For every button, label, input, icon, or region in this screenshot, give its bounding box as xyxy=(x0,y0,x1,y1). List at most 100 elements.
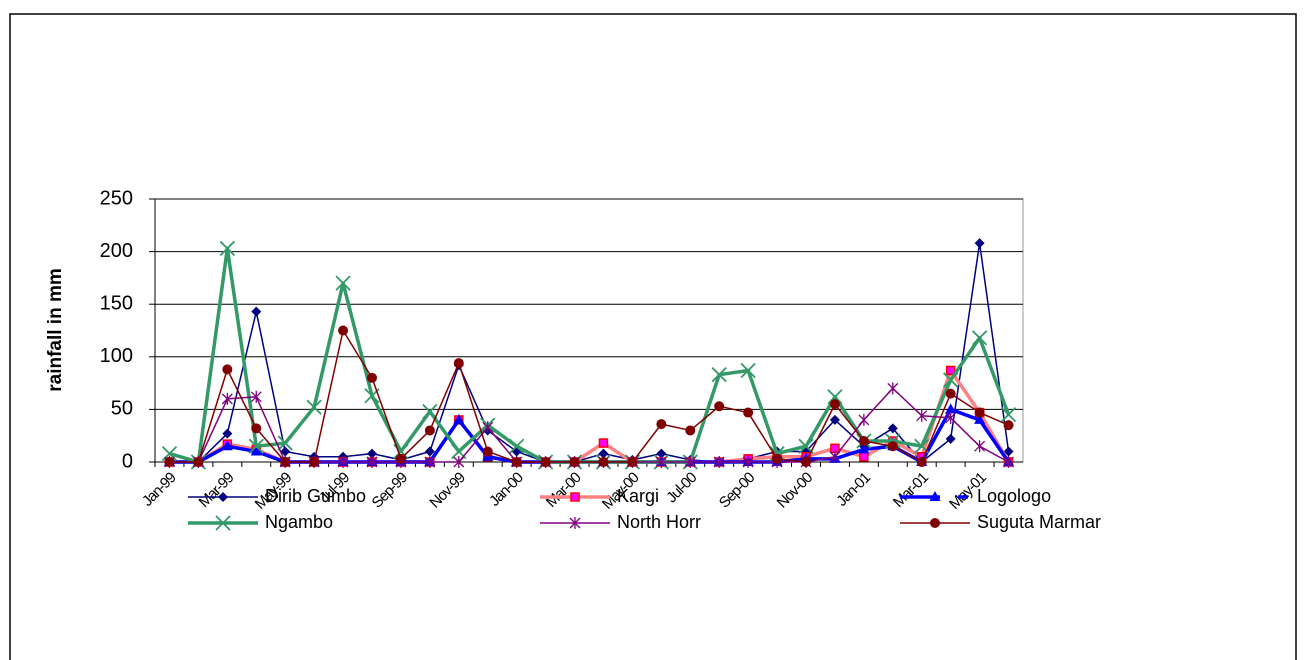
marker xyxy=(858,413,870,426)
y-tick-label: 0 xyxy=(122,450,133,472)
marker xyxy=(714,401,725,412)
marker xyxy=(945,411,957,424)
marker xyxy=(974,238,985,249)
marker xyxy=(1003,456,1014,468)
marker xyxy=(887,382,899,395)
marker xyxy=(1003,446,1014,457)
marker xyxy=(943,372,959,388)
marker xyxy=(1000,407,1017,423)
plot-area xyxy=(154,198,1024,463)
marker xyxy=(511,457,522,467)
marker xyxy=(570,492,580,502)
marker xyxy=(945,365,956,376)
marker xyxy=(829,399,840,410)
legend-label: Kargi xyxy=(617,486,659,506)
marker xyxy=(422,403,438,420)
marker xyxy=(827,389,843,405)
marker xyxy=(221,392,233,405)
marker xyxy=(280,457,291,467)
marker xyxy=(598,457,609,467)
marker xyxy=(974,407,985,418)
marker xyxy=(453,413,465,424)
legend-label: Logologo xyxy=(977,486,1051,506)
marker xyxy=(945,388,956,399)
legend-label: Suguta Marmar xyxy=(977,512,1101,532)
marker xyxy=(424,425,435,436)
marker xyxy=(711,367,727,383)
marker xyxy=(627,457,638,467)
marker xyxy=(509,438,525,454)
marker xyxy=(569,517,581,529)
legend-item: Ngambo xyxy=(188,512,333,532)
legend-label: Ngambo xyxy=(265,512,333,532)
marker xyxy=(222,428,233,439)
marker xyxy=(971,330,988,346)
marker xyxy=(164,457,175,467)
y-tick-label: 200 xyxy=(100,240,133,262)
series xyxy=(164,325,1014,467)
marker xyxy=(453,358,464,369)
marker xyxy=(218,492,228,502)
marker xyxy=(251,306,262,317)
marker xyxy=(569,457,580,467)
legend-label: Dirib Gumbo xyxy=(265,486,366,506)
marker xyxy=(248,438,264,454)
marker xyxy=(367,448,377,459)
marker xyxy=(309,457,320,467)
marker xyxy=(858,443,870,454)
marker xyxy=(655,456,667,468)
marker xyxy=(424,456,436,468)
marker xyxy=(337,456,349,468)
marker xyxy=(367,372,377,383)
marker xyxy=(945,403,957,414)
y-tick-label: 250 xyxy=(100,187,133,209)
marker xyxy=(930,518,940,528)
marker xyxy=(829,414,840,425)
marker xyxy=(743,407,754,418)
marker xyxy=(656,419,667,430)
marker xyxy=(772,453,783,464)
marker xyxy=(974,413,986,424)
marker xyxy=(251,423,262,434)
marker xyxy=(277,435,293,451)
marker xyxy=(798,438,814,454)
marker xyxy=(598,438,609,448)
marker xyxy=(338,325,349,336)
marker xyxy=(858,435,869,446)
series-line xyxy=(169,242,1010,463)
marker xyxy=(713,456,725,468)
marker xyxy=(829,450,841,463)
y-tick-label: 100 xyxy=(100,345,133,367)
marker xyxy=(929,491,941,501)
legend-label: North Horr xyxy=(617,512,701,532)
y-tick-label: 50 xyxy=(111,398,133,420)
marker xyxy=(335,275,351,291)
legend-item: Kargi xyxy=(540,486,659,506)
marker xyxy=(482,421,494,434)
marker xyxy=(916,409,928,422)
marker xyxy=(974,440,986,453)
marker xyxy=(215,515,231,531)
marker xyxy=(887,441,898,452)
marker xyxy=(887,423,898,434)
marker xyxy=(1003,420,1014,431)
marker xyxy=(306,399,322,415)
legend-item: North Horr xyxy=(540,512,701,532)
marker xyxy=(685,425,696,436)
marker xyxy=(453,456,465,468)
legend-item: Dirib Gumbo xyxy=(188,486,366,506)
marker xyxy=(424,446,435,457)
marker xyxy=(859,451,869,462)
legend-item: Suguta Marmar xyxy=(900,512,1101,532)
marker xyxy=(540,457,551,467)
marker xyxy=(280,446,291,457)
y-tick-label: 150 xyxy=(100,292,133,314)
marker xyxy=(916,457,927,467)
marker xyxy=(250,445,262,456)
marker xyxy=(395,453,406,464)
marker xyxy=(482,446,493,457)
marker xyxy=(656,448,667,459)
marker xyxy=(250,390,262,403)
marker xyxy=(219,240,235,257)
